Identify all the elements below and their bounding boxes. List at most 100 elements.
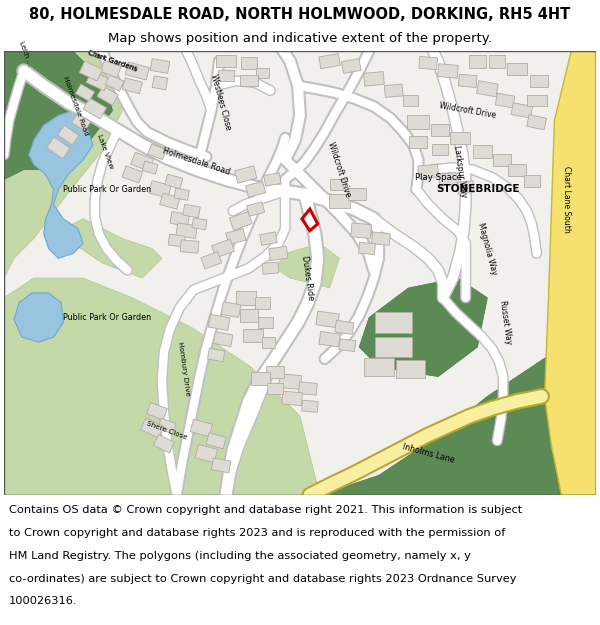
Text: Hombury Drive: Hombury Drive	[177, 341, 190, 396]
Bar	[469, 55, 487, 68]
Polygon shape	[4, 51, 113, 179]
Bar	[170, 211, 190, 226]
Bar	[192, 218, 207, 229]
Bar	[183, 204, 200, 217]
Bar	[329, 179, 346, 190]
Text: Map shows position and indicative extent of the property.: Map shows position and indicative extent…	[108, 32, 492, 45]
Bar	[530, 75, 548, 87]
Bar	[229, 211, 252, 230]
Bar	[251, 372, 271, 385]
Bar	[212, 239, 235, 258]
Bar	[256, 68, 269, 78]
Bar	[359, 242, 376, 254]
Bar	[269, 246, 288, 261]
Bar	[76, 84, 95, 101]
Bar	[319, 54, 340, 69]
Polygon shape	[64, 219, 162, 278]
Bar	[371, 232, 390, 245]
Bar	[431, 124, 449, 136]
Text: Contains OS data © Crown copyright and database right 2021. This information is : Contains OS data © Crown copyright and d…	[9, 506, 522, 516]
Bar	[149, 181, 171, 198]
Text: Holmesdale Road: Holmesdale Road	[161, 146, 232, 177]
Bar	[316, 311, 340, 328]
Text: Wildcroft Drive: Wildcroft Drive	[439, 101, 497, 120]
Bar	[341, 59, 361, 73]
Bar	[160, 193, 180, 209]
Bar	[195, 444, 218, 462]
Bar	[71, 114, 91, 131]
Text: STONEBRIDGE: STONEBRIDGE	[436, 184, 519, 194]
Text: co-ordinates) are subject to Crown copyright and database rights 2023 Ordnance S: co-ordinates) are subject to Crown copyr…	[9, 574, 517, 584]
Bar	[335, 320, 354, 334]
Text: Wildcroft Drive: Wildcroft Drive	[326, 141, 353, 198]
Bar	[508, 164, 526, 176]
Bar	[279, 374, 302, 389]
Bar	[385, 84, 403, 98]
Bar	[97, 86, 118, 105]
Text: HM Land Registry. The polygons (including the associated geometry, namely x, y: HM Land Registry. The polygons (includin…	[9, 551, 471, 561]
Bar	[245, 181, 266, 198]
Text: 100026316.: 100026316.	[9, 596, 77, 606]
Bar	[511, 103, 533, 118]
Bar	[58, 125, 79, 145]
Bar	[418, 164, 439, 179]
Bar	[395, 360, 425, 378]
Text: Westlees Close: Westlees Close	[209, 74, 233, 131]
Bar	[247, 202, 265, 216]
Bar	[268, 383, 283, 394]
Polygon shape	[359, 278, 487, 377]
Bar	[83, 98, 107, 119]
Bar	[86, 71, 109, 91]
Bar	[351, 223, 371, 239]
Bar	[214, 332, 233, 346]
Text: 80, HOLMESDALE ROAD, NORTH HOLMWOOD, DORKING, RH5 4HT: 80, HOLMESDALE ROAD, NORTH HOLMWOOD, DOR…	[29, 7, 571, 22]
Bar	[146, 402, 167, 420]
Bar	[105, 74, 124, 91]
Text: Holmesdale Road: Holmesdale Road	[62, 75, 89, 136]
Bar	[262, 337, 275, 348]
Bar	[122, 78, 142, 94]
Bar	[140, 418, 164, 438]
Text: Shere Close: Shere Close	[146, 421, 188, 441]
Bar	[180, 240, 199, 253]
Polygon shape	[4, 278, 320, 495]
Bar	[131, 152, 154, 171]
Polygon shape	[320, 357, 596, 495]
Bar	[282, 391, 302, 406]
Bar	[243, 329, 263, 342]
Bar	[263, 173, 281, 186]
Bar	[364, 72, 385, 86]
Bar	[221, 302, 241, 318]
Text: Chart Gardens: Chart Gardens	[87, 49, 138, 73]
Bar	[165, 174, 183, 189]
Bar	[206, 432, 226, 449]
Bar	[148, 144, 166, 159]
Bar	[457, 181, 474, 194]
Bar	[176, 223, 197, 239]
Bar	[524, 176, 539, 188]
Bar	[190, 419, 212, 437]
Bar	[364, 358, 394, 376]
Bar	[240, 76, 257, 86]
Bar	[142, 161, 158, 174]
Bar	[158, 418, 176, 434]
Bar	[375, 338, 412, 357]
Bar	[458, 74, 477, 88]
Bar	[527, 114, 547, 130]
Bar	[437, 64, 458, 78]
Bar	[299, 382, 317, 395]
Bar	[216, 55, 236, 67]
Bar	[168, 234, 185, 247]
Bar	[329, 194, 350, 208]
Bar	[100, 61, 121, 78]
Polygon shape	[29, 111, 93, 258]
Bar	[473, 146, 492, 158]
Bar	[432, 144, 448, 155]
Bar	[174, 188, 190, 200]
Bar	[507, 62, 527, 76]
Bar	[241, 57, 257, 69]
Bar	[319, 331, 340, 347]
Bar	[409, 136, 427, 148]
Bar	[403, 94, 418, 106]
Bar	[493, 154, 511, 166]
